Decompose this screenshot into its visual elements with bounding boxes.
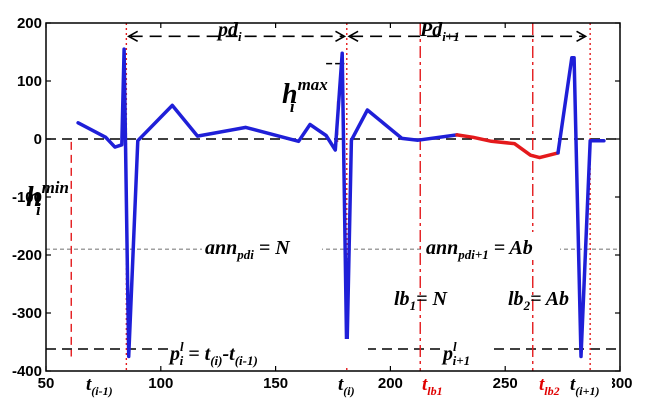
ann-pdi1-label: annpdi+1 = Ab <box>424 232 560 262</box>
annotations: pdi Pdi+1 hmax i hmin i annpdi = N annpdi+… <box>26 19 612 400</box>
y-tick-label: -200 <box>12 247 42 264</box>
lb1-label: lb1= N <box>394 288 448 313</box>
x-tick-label: 150 <box>263 375 288 392</box>
x-boundary-labels: t(i-1) t(i) tlb1 tlb2 t(i+1) <box>84 372 612 400</box>
interval-arrowhead-left <box>127 30 139 43</box>
pi1l-label: pl i+1 <box>440 339 494 368</box>
svg-text:annpdi+1 = Ab: annpdi+1 = Ab <box>426 237 533 262</box>
x-label-tlb2: tlb2 <box>539 374 560 398</box>
x-tick-label: 300 <box>607 375 632 392</box>
reference-lines <box>46 23 620 371</box>
h-min-label: hmin i <box>26 178 69 219</box>
interval-arrowhead-right <box>576 30 588 43</box>
y-tick-label: -300 <box>12 305 42 322</box>
y-tick-label: -100 <box>12 189 42 206</box>
plot-frame <box>45 22 621 372</box>
signal-line <box>455 133 560 160</box>
x-label-t-i: t(i) <box>338 374 355 398</box>
x-label-t-im1: t(i-1) <box>86 374 113 398</box>
svg-text:annpdi = N: annpdi = N <box>205 237 291 262</box>
x-tick-label: 100 <box>148 375 173 392</box>
tick-labels: 50 100 150 200 250 300 200 100 0 -100 -200 -300 -400 <box>12 15 633 392</box>
pil-label: pl i = t(i)-t(i-1) <box>168 339 368 368</box>
interval-label-pd-i: pdi <box>216 19 242 44</box>
interval-label-pd-i1: Pdi+1 <box>419 19 460 44</box>
interval-arrowhead-right <box>335 30 347 43</box>
svg-text:pli = t(i)-t(i-1): pl i = t(i)-t(i-1) <box>168 339 258 368</box>
y-tick-label: 0 <box>34 131 42 148</box>
x-label-tlb1: tlb1 <box>422 374 443 398</box>
x-tick-label: 250 <box>493 375 518 392</box>
x-label-t-ip1: t(i+1) <box>570 374 599 398</box>
svg-text:pli+1: pl i+1 <box>441 339 470 368</box>
x-tick-label: 50 <box>38 375 55 392</box>
x-tick-label: 200 <box>378 375 403 392</box>
h-max-label: hmax i <box>282 75 328 116</box>
signal-line <box>76 47 459 361</box>
y-tick-label: 200 <box>17 15 42 32</box>
y-tick-label: 100 <box>17 73 42 90</box>
signal-series <box>76 47 606 361</box>
interval-arrowhead-left <box>347 30 359 43</box>
y-tick-label: -400 <box>12 363 42 380</box>
axes <box>45 22 621 372</box>
lb2-label: lb2= Ab <box>508 288 569 313</box>
signal-line <box>556 56 606 359</box>
ann-pdi-label: annpdi = N <box>202 232 322 262</box>
